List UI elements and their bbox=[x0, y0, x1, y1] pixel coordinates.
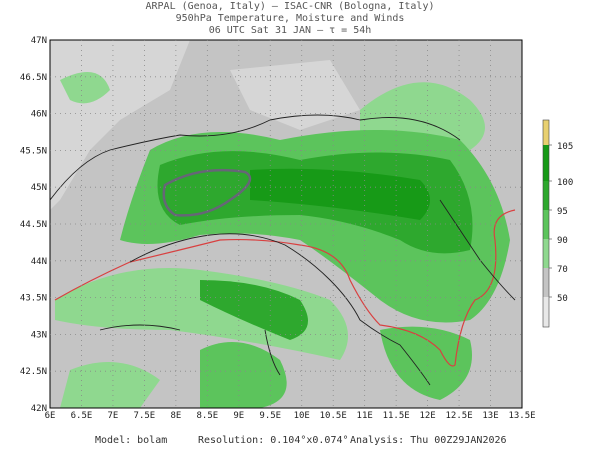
colorbar bbox=[542, 119, 550, 328]
colorbar-label: 95 bbox=[557, 207, 568, 217]
lon-label: 6.5E bbox=[71, 411, 93, 421]
header-line: ARPAL (Genoa, Italy) – ISAC-CNR (Bologna… bbox=[146, 1, 435, 12]
lon-label: 8.5E bbox=[196, 411, 218, 421]
colorbar-label: 100 bbox=[557, 178, 573, 188]
lat-label: 47N bbox=[31, 36, 47, 46]
lat-label: 44.5N bbox=[20, 220, 47, 230]
lat-label: 44N bbox=[31, 257, 47, 267]
lon-label: 8E bbox=[170, 411, 181, 421]
lat-label: 46.5N bbox=[20, 73, 47, 83]
lon-label: 11.5E bbox=[383, 411, 410, 421]
lon-label: 7.5E bbox=[134, 411, 156, 421]
map-field bbox=[50, 40, 522, 408]
lon-label: 10E bbox=[294, 411, 310, 421]
colorbar-label: 50 bbox=[557, 294, 568, 304]
colorbar-label: 70 bbox=[557, 265, 568, 275]
lon-label: 13E bbox=[482, 411, 498, 421]
lat-label: 43.5N bbox=[20, 294, 47, 304]
lon-label: 7E bbox=[108, 411, 119, 421]
lon-label: 12.5E bbox=[446, 411, 473, 421]
colorbar-label: 105 bbox=[557, 142, 573, 152]
footer-analysis: Analysis: Thu 00Z29JAN2026 bbox=[350, 435, 507, 446]
lon-label: 9E bbox=[233, 411, 244, 421]
lon-label: 9.5E bbox=[259, 411, 281, 421]
colorbar-label: 90 bbox=[557, 236, 568, 246]
lon-label: 6E bbox=[45, 411, 56, 421]
lat-label: 45.5N bbox=[20, 146, 47, 156]
lon-label: 10.5E bbox=[320, 411, 347, 421]
lon-label: 11E bbox=[357, 411, 373, 421]
header-line: 06 UTC Sat 31 JAN – τ = 54h bbox=[209, 25, 372, 36]
lat-label: 46N bbox=[31, 110, 47, 120]
lat-label: 42N bbox=[31, 404, 47, 414]
footer-resolution: Resolution: 0.104°x0.074° bbox=[198, 435, 349, 446]
lat-label: 42.5N bbox=[20, 367, 47, 377]
footer-model: Model: bolam bbox=[95, 435, 167, 446]
lon-label: 13.5E bbox=[508, 411, 535, 421]
lon-label: 12E bbox=[419, 411, 435, 421]
lat-label: 43N bbox=[31, 330, 47, 340]
header-line: 950hPa Temperature, Moisture and Winds bbox=[176, 13, 405, 24]
lat-label: 45N bbox=[31, 183, 47, 193]
